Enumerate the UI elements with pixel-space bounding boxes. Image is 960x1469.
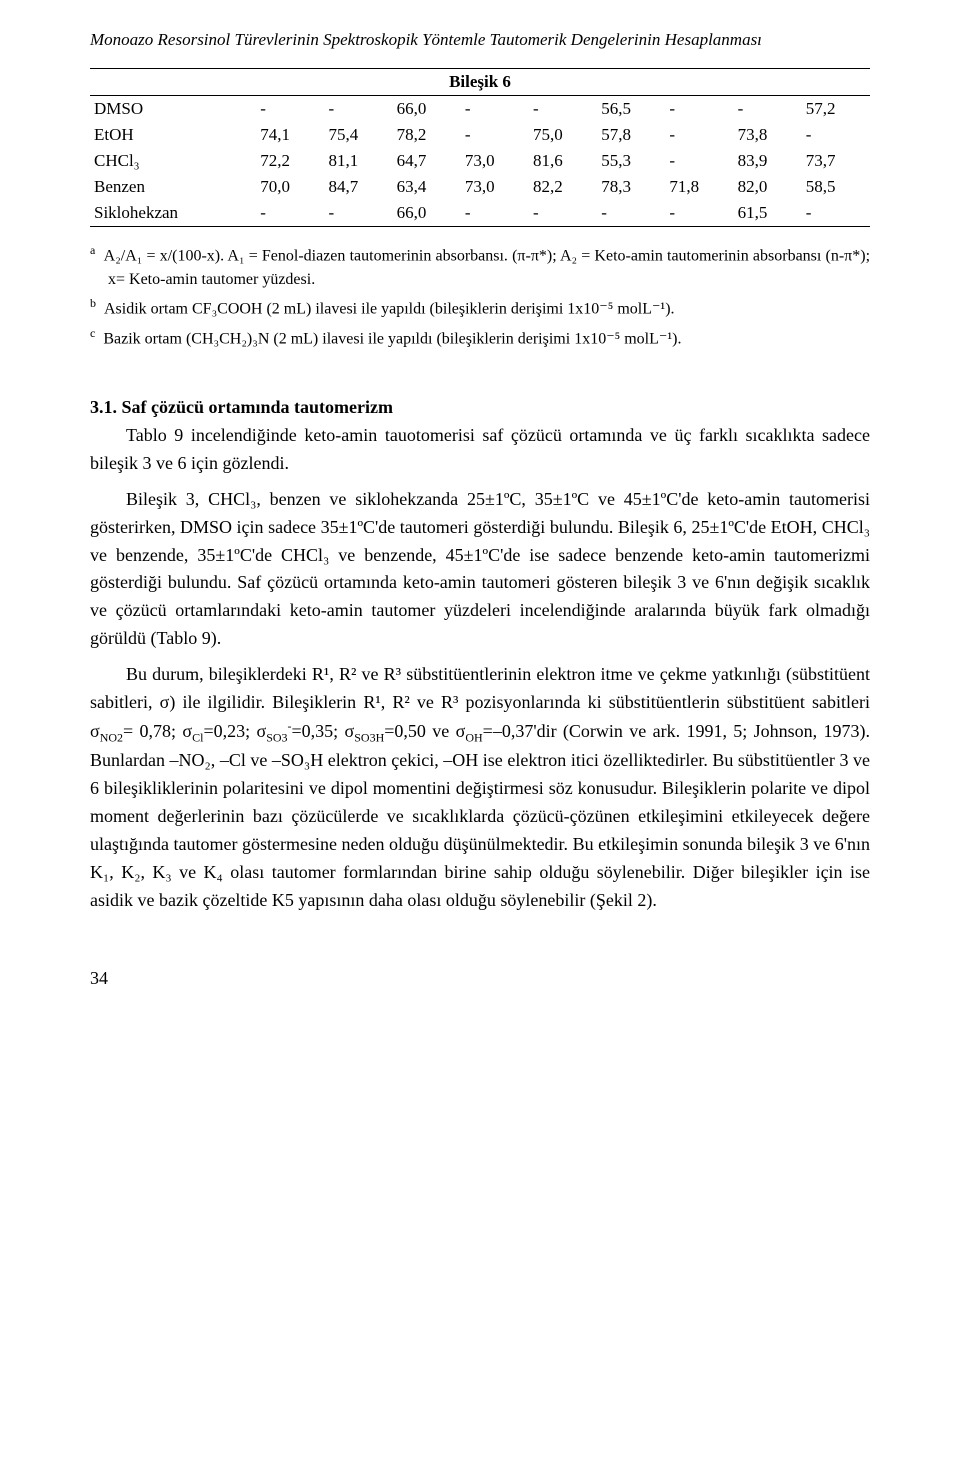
cell: - [461, 96, 529, 123]
cell: 71,8 [665, 174, 733, 200]
cell: 66,0 [393, 96, 461, 123]
table-row: CHCl₃ 72,2 81,1 64,7 73,0 81,6 55,3 - 83… [90, 148, 870, 174]
footnote-a-text: A₂/A₁ = x/(100-x). A₁ = Fenol-diazen tau… [104, 247, 870, 288]
table-row: Benzen 70,0 84,7 63,4 73,0 82,2 78,3 71,… [90, 174, 870, 200]
cell: - [529, 200, 597, 227]
cell: - [802, 200, 870, 227]
p3-text: =0,35; σ [292, 721, 355, 741]
cell: 73,0 [461, 148, 529, 174]
cell: 75,4 [324, 122, 392, 148]
cell: - [802, 122, 870, 148]
footnote-c: c Bazik ortam (CH₃CH₂)₃N (2 mL) ilavesi … [90, 324, 870, 351]
cell: 82,0 [734, 174, 802, 200]
footnote-a: a A₂/A₁ = x/(100-x). A₁ = Fenol-diazen t… [90, 241, 870, 292]
table-row: EtOH 74,1 75,4 78,2 - 75,0 57,8 - 73,8 - [90, 122, 870, 148]
cell: - [256, 96, 324, 123]
sub-so3h: SO3H [354, 730, 384, 744]
cell: - [665, 200, 733, 227]
cell: 73,8 [734, 122, 802, 148]
cell: - [665, 148, 733, 174]
cell: 73,0 [461, 174, 529, 200]
solvent-label: CHCl₃ [90, 148, 256, 174]
cell: - [324, 200, 392, 227]
solvent-label: Benzen [90, 174, 256, 200]
cell: 56,5 [597, 96, 665, 123]
cell: 66,0 [393, 200, 461, 227]
cell: 78,3 [597, 174, 665, 200]
cell: 70,0 [256, 174, 324, 200]
table-row: Siklohekzan - - 66,0 - - - - 61,5 - [90, 200, 870, 227]
page-number: 34 [90, 968, 870, 989]
cell: 78,2 [393, 122, 461, 148]
cell: 74,1 [256, 122, 324, 148]
cell: 82,2 [529, 174, 597, 200]
solvent-label: EtOH [90, 122, 256, 148]
footnotes: a A₂/A₁ = x/(100-x). A₁ = Fenol-diazen t… [90, 241, 870, 351]
cell: 73,7 [802, 148, 870, 174]
data-table: Bileşik 6 DMSO - - 66,0 - - 56,5 - - 57,… [90, 68, 870, 227]
cell: - [461, 200, 529, 227]
cell: 84,7 [324, 174, 392, 200]
cell: 57,8 [597, 122, 665, 148]
cell: 55,3 [597, 148, 665, 174]
cell: - [529, 96, 597, 123]
page-header-title: Monoazo Resorsinol Türevlerinin Spektros… [90, 30, 870, 50]
cell: - [461, 122, 529, 148]
cell: - [665, 122, 733, 148]
cell: 63,4 [393, 174, 461, 200]
cell: - [665, 96, 733, 123]
cell: 61,5 [734, 200, 802, 227]
footnote-b: b Asidik ortam CF₃COOH (2 mL) ilavesi il… [90, 294, 870, 321]
cell: 75,0 [529, 122, 597, 148]
footnote-b-text: Asidik ortam CF₃COOH (2 mL) ilavesi ile … [104, 301, 675, 318]
table-compound-row: Bileşik 6 [90, 69, 870, 96]
cell: 83,9 [734, 148, 802, 174]
cell: 72,2 [256, 148, 324, 174]
cell: - [734, 96, 802, 123]
paragraph-3: Bu durum, bileşiklerdeki R¹, R² ve R³ sü… [90, 661, 870, 914]
cell: 57,2 [802, 96, 870, 123]
solvent-label: DMSO [90, 96, 256, 123]
sub-so3: SO3 [266, 730, 287, 744]
p3-text: =0,23; σ [203, 721, 266, 741]
p3-text: =–0,37'dir (Corwin ve ark. 1991, 5; John… [90, 721, 870, 910]
sub-cl: Cl [192, 730, 203, 744]
section-heading: 3.1. Saf çözücü ortamında tautomerizm [90, 397, 870, 418]
footnote-c-text: Bazik ortam (CH₃CH₂)₃N (2 mL) ilavesi il… [103, 330, 681, 347]
cell: - [324, 96, 392, 123]
cell: 58,5 [802, 174, 870, 200]
cell: 64,7 [393, 148, 461, 174]
cell: - [597, 200, 665, 227]
cell: - [256, 200, 324, 227]
solvent-label: Siklohekzan [90, 200, 256, 227]
compound-header: Bileşik 6 [90, 69, 870, 96]
paragraph-1: Tablo 9 incelendiğinde keto-amin tauotom… [90, 422, 870, 478]
paragraph-2: Bileşik 3, CHCl₃, benzen ve siklohekzand… [90, 486, 870, 653]
cell: 81,1 [324, 148, 392, 174]
p3-text: =0,50 ve σ [384, 721, 465, 741]
sub-oh: OH [465, 730, 482, 744]
table-row: DMSO - - 66,0 - - 56,5 - - 57,2 [90, 96, 870, 123]
p3-text: = 0,78; σ [123, 721, 192, 741]
cell: 81,6 [529, 148, 597, 174]
sub-no2: NO2 [100, 730, 123, 744]
